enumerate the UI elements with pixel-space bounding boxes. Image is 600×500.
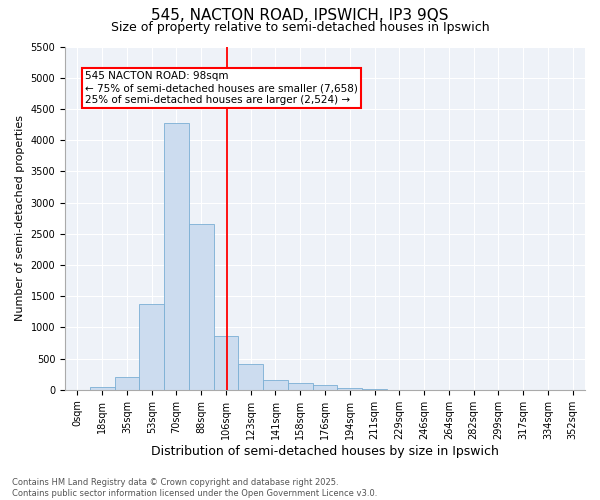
Bar [263,380,288,390]
Bar [189,224,214,390]
Bar [337,388,362,390]
Bar [164,124,189,390]
X-axis label: Distribution of semi-detached houses by size in Ipswich: Distribution of semi-detached houses by … [151,444,499,458]
Bar [214,336,238,390]
Bar [362,389,387,390]
Bar [238,364,263,390]
Text: Contains HM Land Registry data © Crown copyright and database right 2025.
Contai: Contains HM Land Registry data © Crown c… [12,478,377,498]
Text: 545, NACTON ROAD, IPSWICH, IP3 9QS: 545, NACTON ROAD, IPSWICH, IP3 9QS [151,8,449,22]
Y-axis label: Number of semi-detached properties: Number of semi-detached properties [15,115,25,321]
Text: Size of property relative to semi-detached houses in Ipswich: Size of property relative to semi-detach… [110,21,490,34]
Text: 545 NACTON ROAD: 98sqm
← 75% of semi-detached houses are smaller (7,658)
25% of : 545 NACTON ROAD: 98sqm ← 75% of semi-det… [85,72,358,104]
Bar [139,304,164,390]
Bar [115,378,139,390]
Bar [313,386,337,390]
Bar [288,383,313,390]
Bar [90,386,115,390]
